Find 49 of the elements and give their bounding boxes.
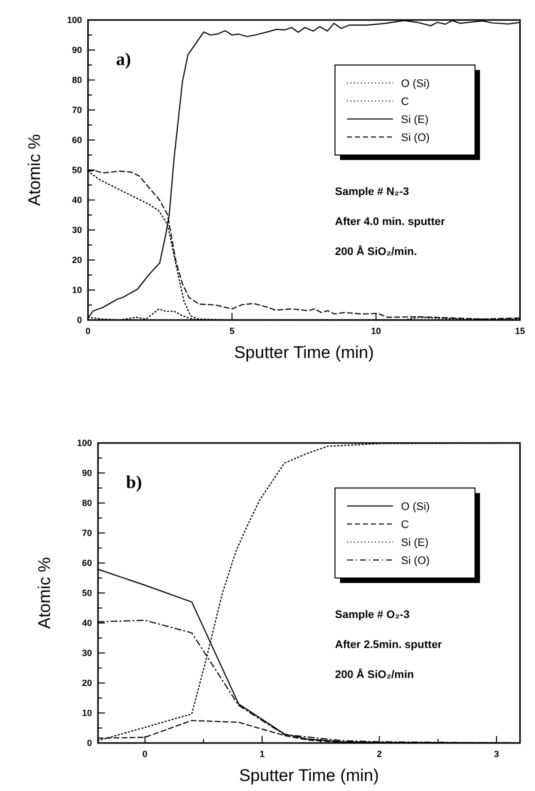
y-tick-label: 40 — [72, 195, 82, 206]
legend-label: Si (E) — [401, 114, 428, 126]
x-tick-label: 10 — [370, 326, 382, 336]
y-tick-label: 70 — [82, 528, 92, 538]
annotation: a) — [116, 49, 131, 69]
annotation: Sample # O₂-3 — [335, 609, 410, 621]
y-tick-label: 30 — [82, 648, 92, 658]
y-tick-label: 0 — [86, 738, 92, 748]
x-axis-title: Sputter Time (min) — [239, 766, 379, 785]
annotation: After 4.0 min. sputter — [335, 216, 446, 228]
y-tick-label: 10 — [72, 285, 82, 296]
y-tick-label: 80 — [72, 75, 82, 86]
legend-label: O (Si) — [401, 78, 430, 90]
x-tick-label: 5 — [229, 326, 235, 336]
legend-label: Si (O) — [401, 554, 430, 567]
annotation: 200 Å SiO₂/min — [335, 668, 414, 681]
y-tick-label: 40 — [82, 618, 92, 628]
legend-label: C — [401, 96, 409, 108]
x-tick-label: 3 — [494, 749, 500, 759]
annotation: b) — [126, 472, 142, 492]
y-tick-label: 0 — [76, 315, 82, 326]
y-tick-label: 90 — [82, 468, 92, 478]
x-axis-title: Sputter Time (min) — [234, 343, 374, 362]
legend-label: Si (O) — [401, 132, 430, 144]
x-tick-label: 2 — [376, 749, 382, 759]
x-tick-label: 1 — [260, 749, 265, 759]
y-axis-title: Atomic % — [35, 557, 54, 629]
y-tick-label: 60 — [72, 135, 82, 146]
legend-label: C — [401, 518, 409, 531]
y-tick-label: 10 — [82, 708, 92, 718]
legend-label: O (Si) — [401, 500, 430, 513]
y-tick-label: 80 — [82, 498, 92, 508]
y-tick-label: 90 — [72, 45, 82, 56]
y-tick-label: 50 — [82, 588, 92, 598]
y-axis-title: Atomic % — [25, 134, 44, 206]
annotation: Sample # N₂-3 — [335, 186, 409, 198]
y-tick-label: 60 — [82, 558, 92, 568]
x-tick-label: 15 — [514, 326, 526, 336]
y-tick-label: 100 — [76, 438, 92, 448]
y-tick-label: 20 — [82, 678, 92, 688]
y-tick-label: 20 — [72, 255, 82, 266]
legend-label: Si (E) — [401, 536, 428, 549]
x-tick-label: 0 — [142, 749, 148, 759]
y-tick-label: 50 — [72, 165, 82, 176]
y-tick-label: 70 — [72, 105, 82, 116]
y-tick-label: 30 — [72, 225, 82, 236]
annotation: 200 Å SiO₂/min. — [335, 245, 417, 258]
y-tick-label: 100 — [66, 15, 82, 26]
annotation: After 2.5min. sputter — [335, 639, 443, 651]
